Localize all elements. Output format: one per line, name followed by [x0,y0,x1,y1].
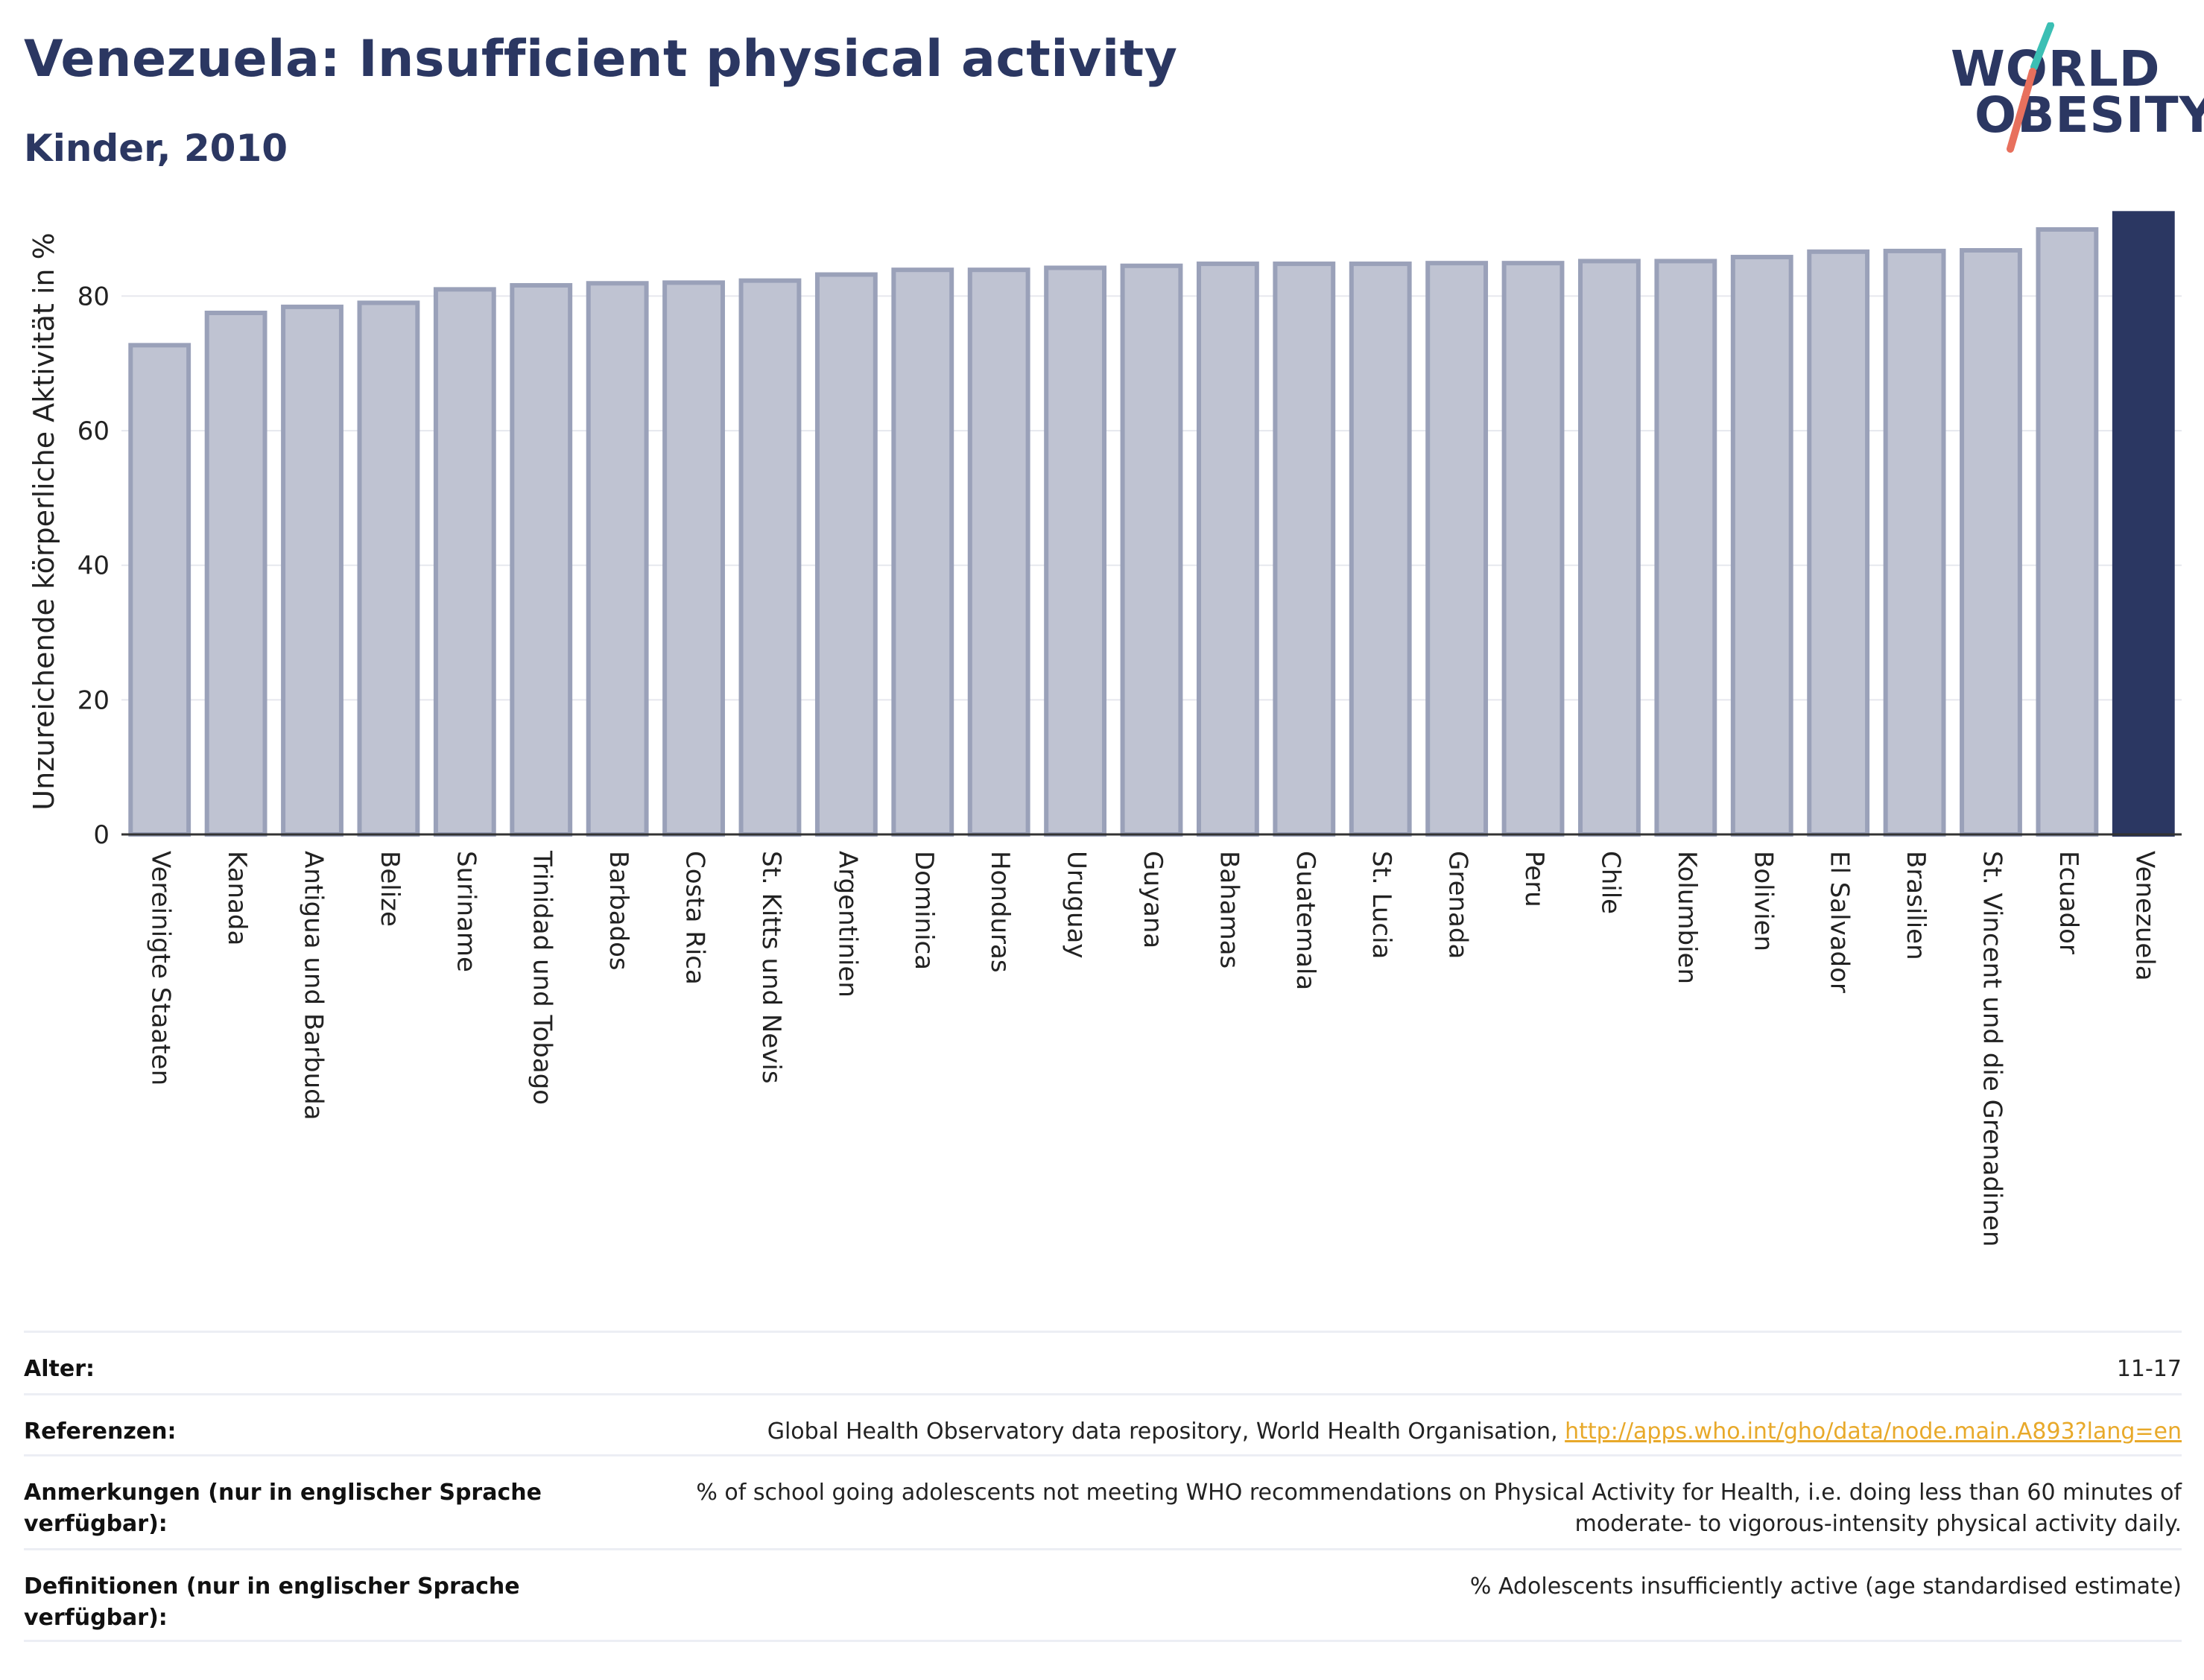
x-tick-label: Guyana [1138,851,1168,948]
meta-row-references: Referenzen: Global Health Observatory da… [24,1393,2182,1454]
meta-label: Anmerkungen (nur in englischer Sprache v… [24,1480,542,1537]
y-tick-label: 40 [77,551,110,581]
bar-st-vincent-und-die-grenadinen [1960,248,2022,837]
bar-kanada [204,311,267,837]
y-tick-label: 80 [77,282,110,311]
x-tick-label: Honduras [985,851,1015,973]
meta-row-definitions: Definitionen (nur in englischer Sprache … [24,1548,2182,1642]
x-tick-label: Chile [1595,851,1625,914]
x-tick-label: Grenada [1443,851,1473,959]
metadata-table: Alter: 11-17 Referenzen: Global Health O… [24,1331,2182,1642]
bar-bolivien [1730,255,1793,837]
x-tick-label: Brasilien [1901,851,1931,960]
y-axis-label: Unzureichende körperliche Aktivität in % [28,232,60,810]
bar-suriname [433,287,496,837]
y-axis-ticks: 0 20 40 60 80 [77,282,110,850]
x-tick-label: El Salvador [1825,851,1855,993]
x-tick-label: Venezuela [2129,851,2159,981]
bar-uruguay [1044,265,1107,837]
x-tick-label: Belize [375,851,405,927]
meta-value: 11-17 [2116,1356,2182,1382]
bar-vereinigte-staaten [128,343,191,837]
meta-row-age: Alter: 11-17 [24,1331,2182,1393]
x-tick-label: Argentinien [832,851,862,998]
bar-chart: 0 20 40 60 80 Vereinigte Staaten Kanada Antigu… [28,211,2182,1247]
meta-value: Global Health Observatory data repositor… [767,1416,2182,1448]
bar-guatemala [1273,261,1336,837]
bar-guyana [1120,263,1183,837]
meta-label: Referenzen: [24,1419,177,1445]
bar-ecuador [2036,227,2099,837]
x-tick-label: Dominica [909,851,939,970]
logo-line1: WORLD [1951,40,2161,98]
bar-dominica [891,267,954,837]
bar-chile [1578,259,1641,837]
y-tick-label: 20 [77,685,110,715]
x-tick-label: St. Vincent und die Grenadinen [1977,851,2007,1247]
logo-slash-icon [2007,22,2054,153]
y-tick-label: 0 [93,820,110,850]
bar-trinidad-und-tobago [510,282,573,837]
bar-belize [357,300,420,837]
meta-label: Alter: [24,1356,95,1382]
y-tick-label: 60 [77,416,110,446]
x-tick-label: Bolivien [1748,851,1778,951]
bar-costa-rica [662,280,725,837]
meta-label: Definitionen (nur in englischer Sprache … [24,1573,520,1631]
x-tick-label: Kolumbien [1672,851,1702,984]
x-tick-label: St. Kitts und Nevis [756,851,786,1084]
x-tick-label: Antigua und Barbuda [299,851,329,1120]
x-tick-label: Guatemala [1291,851,1320,990]
reference-link[interactable]: http://apps.who.int/gho/data/node.main.A… [1565,1419,2182,1445]
x-tick-label: Peru [1519,851,1549,907]
bar-venezuela [2112,211,2175,837]
x-tick-label: Vereinigte Staaten [146,851,176,1085]
x-tick-label: St. Lucia [1367,851,1396,959]
meta-value: % of school going adolescents not meetin… [696,1480,2182,1537]
x-tick-label: Costa Rica [680,851,710,985]
x-tick-label: Kanada [222,851,252,945]
x-tick-label: Suriname [451,851,481,972]
bar-grenada [1425,261,1489,837]
bar-el-salvador [1807,249,1870,837]
bar-st-kitts-und-nevis [738,278,802,837]
x-tick-label: Barbados [604,851,633,971]
bar-st-lucia [1349,261,1412,837]
x-tick-label: Ecuador [2053,851,2083,954]
x-tick-label: Bahamas [1214,851,1244,969]
meta-value: % Adolescents insufficiently active (age… [1469,1573,2182,1600]
chart-title: Venezuela: Insufficient physical activit… [24,30,1178,89]
meta-row-notes: Anmerkungen (nur in englischer Sprache v… [24,1454,2182,1548]
x-axis-labels: Vereinigte Staaten Kanada Antigua und Barb… [146,850,2160,1247]
chart-subtitle: Kinder, 2010 [24,127,288,170]
bar-bahamas [1196,261,1259,837]
x-tick-label: Uruguay [1062,851,1092,959]
bar-honduras [967,267,1030,837]
x-tick-label: Trinidad und Tobago [528,850,557,1105]
bar-peru [1501,261,1565,837]
bars [128,211,2175,837]
bar-antigua-und-barbuda [281,304,343,837]
bar-argentinien [814,272,878,837]
bar-barbados [586,281,649,837]
bar-kolumbien [1654,259,1717,837]
bar-brasilien [1883,248,1946,837]
world-obesity-logo: WORLD OBESITY [1945,22,2204,156]
reference-text: Global Health Observatory data repositor… [767,1419,1565,1445]
